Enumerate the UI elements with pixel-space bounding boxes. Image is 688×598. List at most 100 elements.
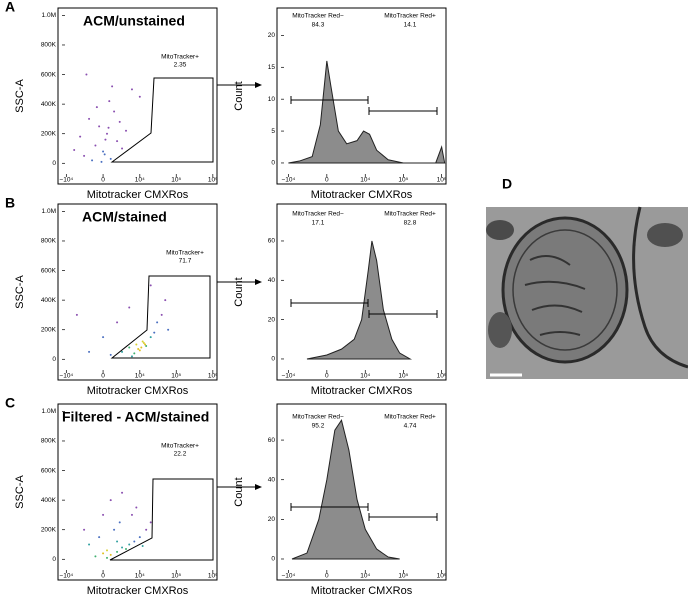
gate-name: MitoTracker+ [161,443,199,450]
x-axis-label: Mitotracker CMXRos [311,585,413,597]
x-tick-label: 0 [325,373,329,380]
chart-title: ACM/unstained [83,13,185,29]
y-tick-label: 20 [268,516,276,523]
gate-value: 95.2 [312,423,325,430]
y-tick-label: 800K [41,238,57,245]
histogram-area [288,60,446,164]
event-dot [102,150,105,153]
plot-frame [57,203,218,381]
panel-label: C [5,395,15,411]
event-dot [88,543,91,546]
gate-value: 14.1 [404,22,417,29]
x-tick-label: 10⁶ [437,373,447,380]
x-tick-label: 10⁶ [208,177,218,184]
membrane [512,229,618,351]
granule [647,223,683,247]
event-dot [149,521,152,524]
micrograph [486,206,688,379]
event-dot [141,544,144,547]
y-tick-label: 400K [41,497,57,504]
x-tick-label: 10⁴ [360,373,370,380]
event-dot [125,547,128,550]
chart-title: Filtered - ACM/stained [62,409,209,425]
y-tick-label: 20 [268,316,276,323]
event-dot [130,513,133,516]
y-axis-label: Count [233,81,245,110]
event-dot [145,344,148,347]
x-axis-label: Mitotracker CMXRos [87,189,189,201]
event-dot [138,95,141,98]
event-dot [142,342,145,345]
arrow-head [255,82,262,88]
histogram: −10⁴ 0 10⁴ 10⁵ 10⁶ 0 5 10 15 20 Mitotracker CMXRos… [233,7,447,201]
gate-value: 4.74 [404,423,417,430]
event-dot [102,336,105,339]
x-tick-label: 10⁶ [208,573,218,580]
y-tick-label: 600K [41,267,57,274]
gate [109,478,214,561]
y-tick-label: 600K [41,467,57,474]
event-dot [109,157,112,160]
x-tick-label: 10⁵ [398,177,408,184]
event-dot [128,346,131,349]
y-tick-label: 200K [41,526,57,533]
event-dot [113,528,116,531]
event-dot [121,491,124,494]
event-dot [83,528,86,531]
gate-value: 84.3 [312,22,325,29]
event-dot [109,553,112,556]
y-tick-label: 60 [268,238,276,245]
event-dot [118,521,121,524]
event-dot [85,73,88,76]
event-dot [140,346,143,349]
x-tick-label: 10⁵ [398,373,408,380]
x-tick-label: −10⁴ [281,373,295,380]
gate-name: MitoTracker Red+ [384,13,436,20]
gate-value: 71.7 [179,258,192,265]
granule [486,220,514,240]
event-dot [88,117,91,120]
event-dot [75,313,78,316]
event-dot [160,313,163,316]
event-dot [111,85,114,88]
event-dot [104,138,107,141]
gate-name: MitoTracker Red− [292,211,344,218]
event-dot [167,328,170,331]
event-dot [145,528,148,531]
event-dot [130,355,133,358]
x-axis-label: Mitotracker CMXRos [87,385,189,397]
y-axis-label: SSC-A [14,275,26,309]
event-dot [121,546,124,549]
event-dot [106,549,109,552]
histogram: −10⁴ 0 10⁴ 10⁵ 10⁶ 0 20 40 60 Mitotracker CMXRos C… [233,403,447,597]
event-dot [113,110,116,113]
x-tick-label: −10⁴ [59,573,73,580]
event-dot [102,513,105,516]
gate-name: MitoTracker+ [166,250,204,257]
event-dot [95,106,98,109]
event-dot [116,540,119,543]
membrane [632,206,688,369]
y-tick-label: 20 [268,32,276,39]
gate-name: MitoTracker Red+ [384,211,436,218]
y-tick-label: 40 [268,277,276,284]
y-tick-label: 0 [271,160,275,167]
event-dot [135,343,138,346]
y-tick-label: 1.0M [42,408,56,415]
event-dot [133,540,136,543]
event-dot [121,147,124,150]
event-dot [125,129,128,132]
x-tick-label: −10⁴ [59,373,73,380]
event-dot [121,350,124,353]
y-tick-label: 15 [268,64,276,71]
y-tick-label: 40 [268,476,276,483]
x-tick-label: −10⁴ [281,573,295,580]
plot-frame [276,203,447,381]
arrow-head [255,484,262,490]
y-tick-label: 0 [52,160,56,167]
histogram-area [306,240,413,360]
event-dot [98,125,101,128]
dot-plot: −10⁴ 0 10⁴ 10⁵ 10⁶ 0 200K 400K 600K 800K 1.0M Mitot… [5,0,262,201]
x-tick-label: 0 [325,177,329,184]
gate-value: 82.8 [404,220,417,227]
